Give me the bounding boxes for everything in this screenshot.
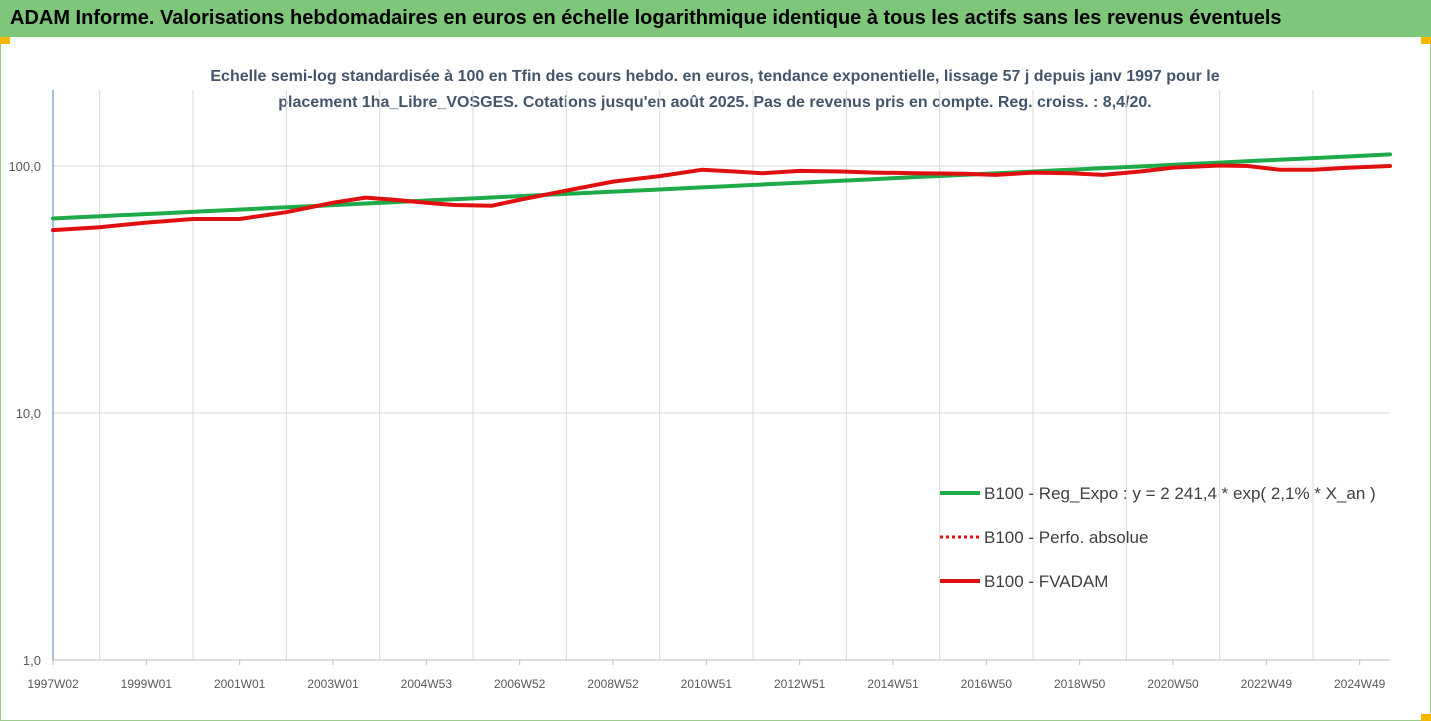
x-tick-label: 1999W01: [121, 677, 173, 691]
y-tick-label: 10,0: [16, 406, 41, 421]
corner-marker-right: [1421, 37, 1431, 44]
x-tick-label: 2012W51: [774, 677, 826, 691]
corner-marker-bottom-right: [1421, 714, 1431, 721]
page-title: ADAM Informe. Valorisations hebdomadaire…: [0, 0, 1431, 37]
x-tick-label: 2020W50: [1147, 677, 1199, 691]
x-tick-label: 2003W01: [307, 677, 359, 691]
corner-marker-left: [0, 37, 10, 44]
x-tick-label: 2018W50: [1054, 677, 1106, 691]
series-line-2: [51, 163, 1392, 233]
legend-label-1: B100 - Perfo. absolue: [984, 528, 1148, 547]
legend-label-2: B100 - FVADAM: [984, 572, 1108, 591]
chart-subtitle: Echelle semi-log standardisée à 100 en T…: [150, 64, 1280, 116]
legend-label-0: B100 - Reg_Expo : y = 2 241,4 * exp( 2,1…: [984, 484, 1376, 503]
x-tick-label: 2014W51: [867, 677, 919, 691]
x-tick-label: 2004W53: [401, 677, 453, 691]
x-tick-label: 2022W49: [1241, 677, 1293, 691]
x-tick-label: 2010W51: [681, 677, 733, 691]
y-tick-label: 1,0: [23, 653, 41, 668]
y-tick-label: 100,0: [8, 159, 41, 174]
x-tick-label: 2016W50: [961, 677, 1013, 691]
series-line-0: [51, 152, 1392, 221]
x-tick-label: 1997W02: [27, 677, 79, 691]
x-tick-label: 2001W01: [214, 677, 266, 691]
x-tick-label: 2008W52: [587, 677, 639, 691]
x-tick-label: 2024W49: [1334, 677, 1386, 691]
chart-subtitle-line-1: Echelle semi-log standardisée à 100 en T…: [210, 68, 1220, 85]
x-tick-label: 2006W52: [494, 677, 546, 691]
chart-subtitle-line-2: placement 1ha_Libre_VOSGES. Cotations ju…: [278, 94, 1152, 111]
